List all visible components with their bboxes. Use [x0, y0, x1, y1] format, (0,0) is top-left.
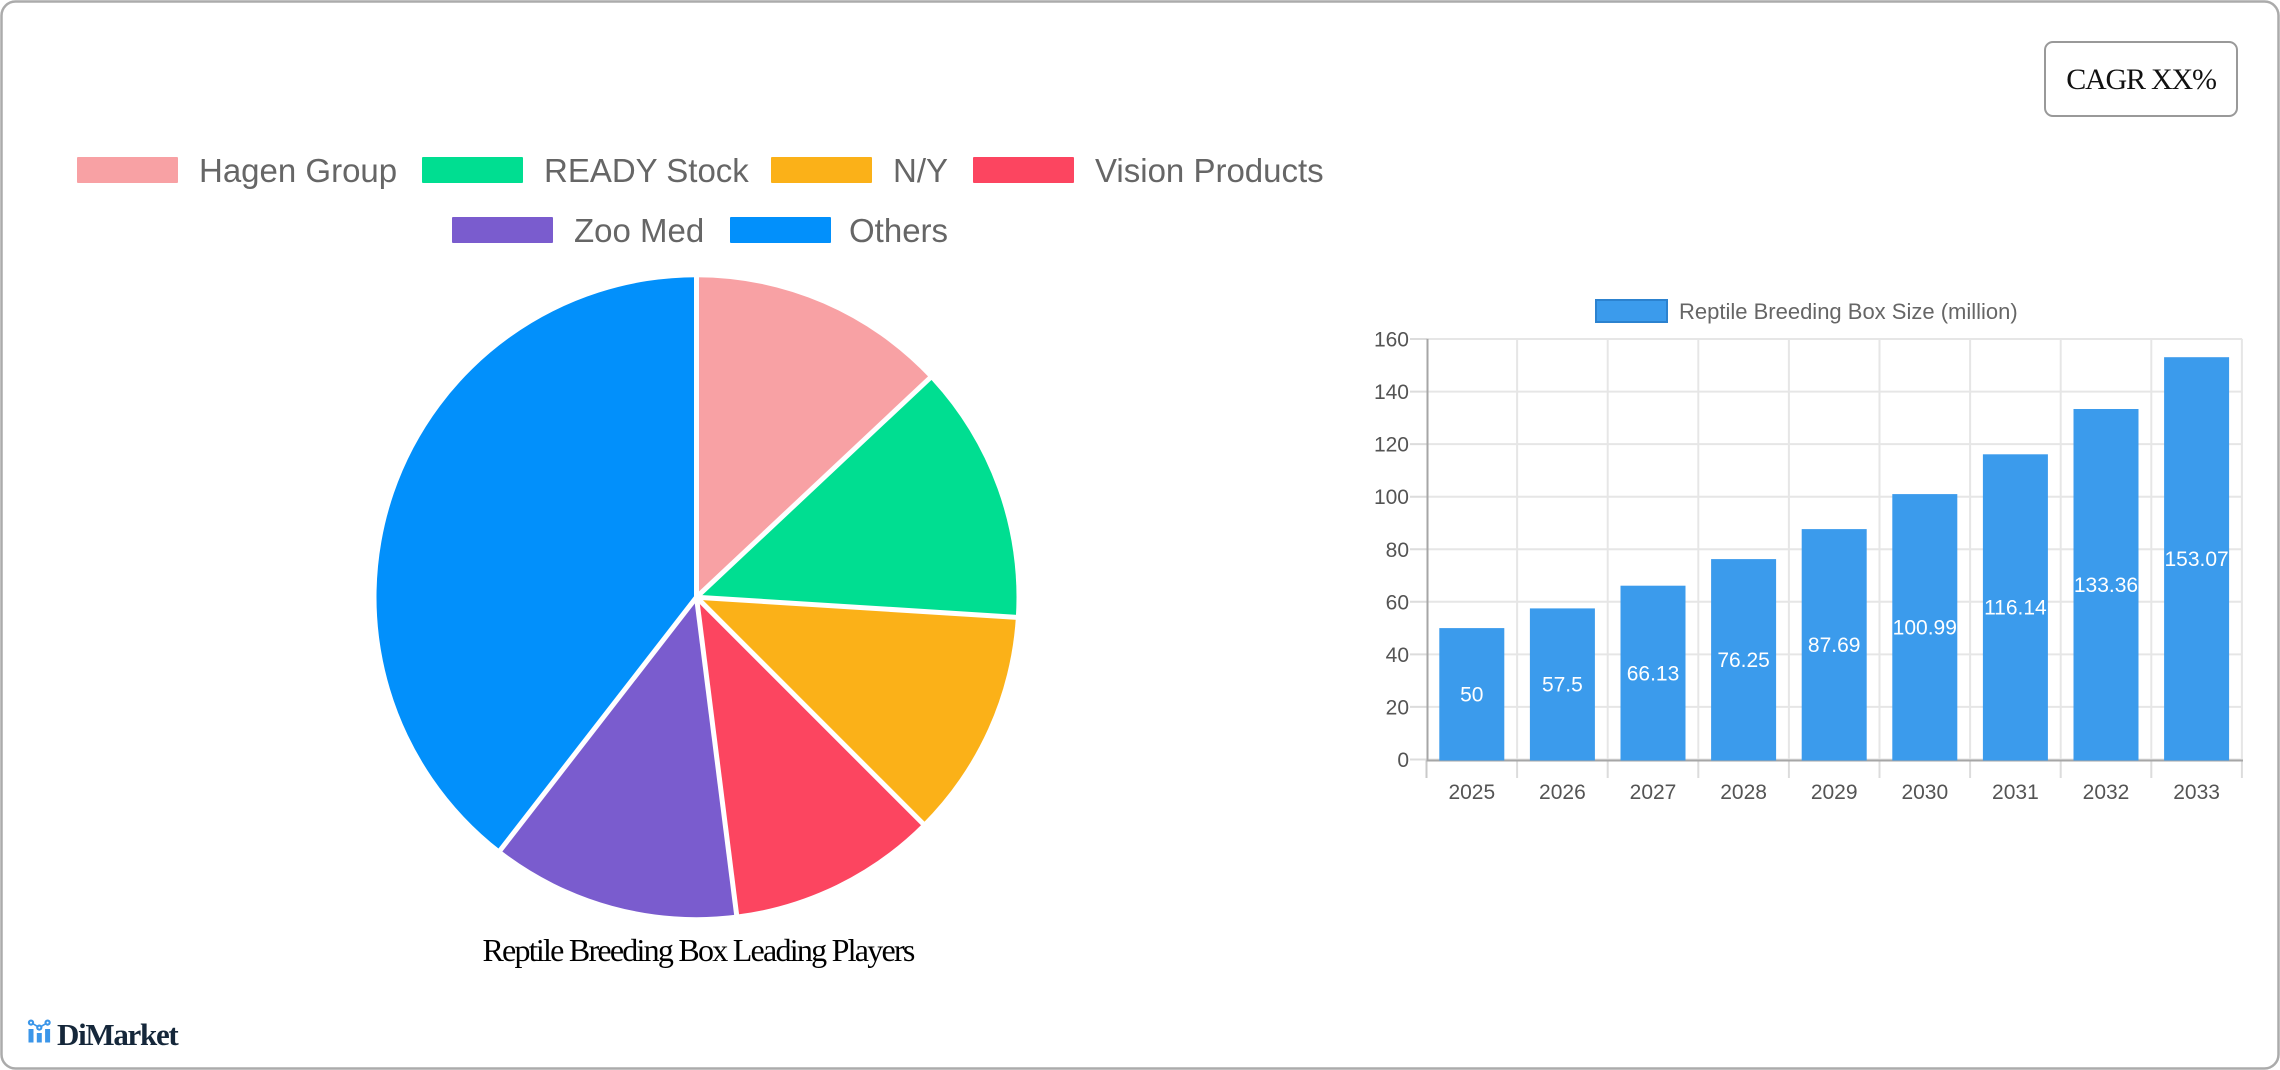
- svg-text:20: 20: [1386, 696, 1409, 719]
- svg-text:Reptile Breeding Box Leading P: Reptile Breeding Box Leading Players: [482, 932, 914, 968]
- svg-text:50: 50: [1460, 684, 1483, 707]
- svg-text:120: 120: [1374, 434, 1409, 457]
- svg-text:READY Stock: READY Stock: [544, 152, 749, 189]
- svg-text:2030: 2030: [1901, 781, 1948, 804]
- svg-text:60: 60: [1386, 591, 1409, 614]
- svg-text:Zoo Med: Zoo Med: [574, 212, 704, 249]
- svg-text:100: 100: [1374, 486, 1409, 509]
- svg-text:40: 40: [1386, 644, 1409, 667]
- svg-text:Vision Products: Vision Products: [1095, 152, 1324, 189]
- svg-text:116.14: 116.14: [1984, 597, 2047, 620]
- svg-text:87.69: 87.69: [1808, 634, 1861, 657]
- svg-text:133.36: 133.36: [2074, 574, 2138, 597]
- svg-text:2027: 2027: [1630, 781, 1677, 804]
- svg-text:2032: 2032: [2083, 781, 2130, 804]
- svg-text:Reptile Breeding Box Size (mil: Reptile Breeding Box Size (million): [1679, 299, 2018, 324]
- svg-text:2031: 2031: [1992, 781, 2039, 804]
- svg-text:DiMarket: DiMarket: [57, 1017, 179, 1052]
- svg-text:80: 80: [1386, 539, 1409, 562]
- svg-text:N/Y: N/Y: [893, 152, 948, 189]
- svg-text:2029: 2029: [1811, 781, 1858, 804]
- svg-text:153.07: 153.07: [2164, 548, 2228, 571]
- svg-text:2026: 2026: [1539, 781, 1586, 804]
- svg-text:57.5: 57.5: [1542, 674, 1583, 697]
- svg-text:100.99: 100.99: [1893, 617, 1957, 640]
- svg-text:66.13: 66.13: [1627, 662, 1680, 685]
- svg-text:Hagen Group: Hagen Group: [199, 152, 397, 189]
- svg-text:CAGR XX%: CAGR XX%: [2066, 63, 2216, 96]
- svg-text:160: 160: [1374, 329, 1409, 352]
- svg-text:Others: Others: [849, 212, 948, 249]
- svg-text:2025: 2025: [1448, 781, 1495, 804]
- svg-text:0: 0: [1397, 749, 1409, 772]
- svg-text:140: 140: [1374, 381, 1409, 404]
- svg-text:76.25: 76.25: [1717, 649, 1770, 672]
- svg-text:2028: 2028: [1720, 781, 1767, 804]
- svg-text:2033: 2033: [2173, 781, 2220, 804]
